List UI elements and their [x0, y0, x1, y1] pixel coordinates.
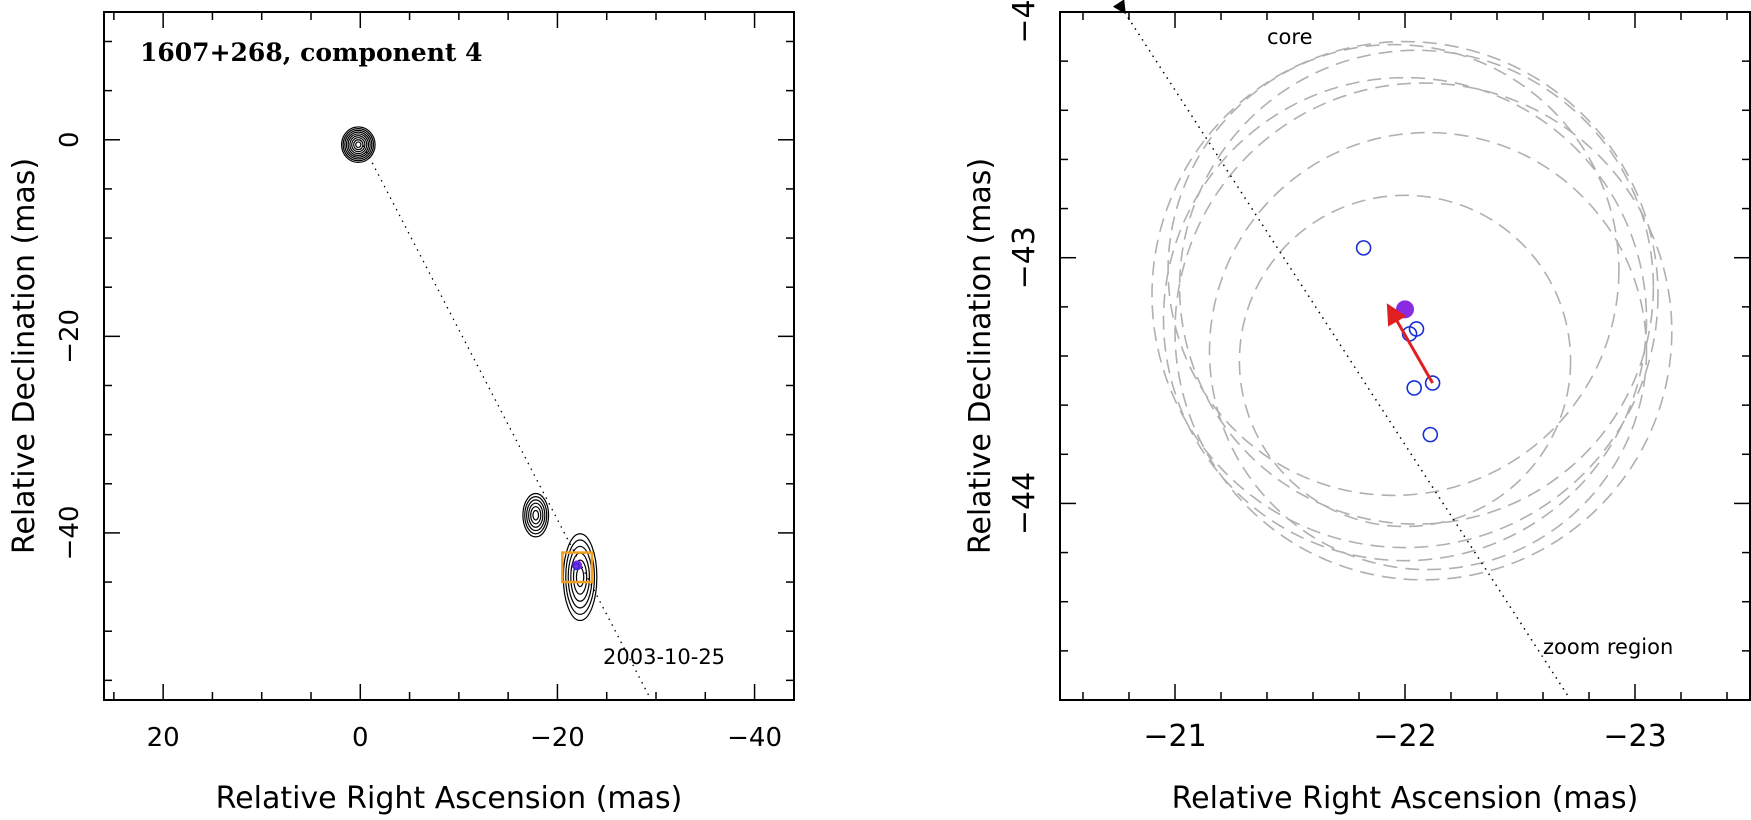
- contour-core: [349, 135, 368, 155]
- left-x-tick-label: 0: [352, 723, 369, 753]
- right-y-tick-label: −43: [1007, 226, 1042, 289]
- right-x-axis-label: Relative Right Ascension (mas): [1172, 781, 1639, 816]
- beam-circle: [1174, 82, 1673, 581]
- left-plot-title: 1607+268, component 4: [140, 38, 483, 67]
- contour-core: [345, 131, 371, 158]
- beam-circle: [1162, 76, 1648, 562]
- right-x-tick-label: −22: [1373, 719, 1436, 754]
- left-x-tick-label: −20: [530, 723, 585, 753]
- contour-north-lobe: [524, 496, 548, 535]
- left-component-open-mark: [572, 562, 580, 570]
- contour-core: [347, 133, 370, 157]
- contour-component-4: [572, 559, 588, 595]
- left-component-mark: [572, 560, 583, 571]
- contour-component-4: [565, 539, 596, 615]
- contour-north-lobe: [532, 509, 540, 521]
- beam-circle: [1238, 194, 1572, 528]
- contour-north-lobe: [528, 502, 544, 528]
- contour-core: [344, 129, 373, 160]
- right-x-tick-label: −21: [1143, 719, 1206, 754]
- beam-circle: [1208, 131, 1648, 571]
- right-y-tick-label: −42: [1007, 0, 1042, 44]
- core-annotation: core: [1267, 25, 1313, 49]
- left-trajectory-line: [359, 139, 652, 700]
- position-point: [1355, 240, 1372, 256]
- zoom-region-annotation: zoom region: [1543, 635, 1673, 659]
- left-x-axis-label: Relative Right Ascension (mas): [216, 781, 683, 816]
- left-x-tick-label: −40: [727, 723, 782, 753]
- contour-core: [340, 126, 376, 164]
- beam-circle: [1178, 49, 1655, 525]
- left-contours: [340, 126, 598, 622]
- left-x-tick-label: 20: [147, 723, 180, 753]
- right-y-axis-label: Relative Declination (mas): [963, 158, 998, 554]
- right-panel: −21 −22 −23 −42 −43 −44 core zoom region Rela…: [963, 0, 1751, 816]
- left-y-tick-label: −20: [55, 309, 85, 364]
- contour-north-lobe: [526, 499, 546, 532]
- epoch-label: 2003-10-25: [603, 645, 725, 669]
- contour-core: [351, 137, 366, 153]
- position-point: [1422, 426, 1439, 443]
- right-position-points: [1355, 240, 1441, 443]
- contour-core: [342, 128, 375, 162]
- zoom-region-box: [561, 551, 594, 584]
- mean-position-point: [1396, 300, 1414, 319]
- position-point: [1408, 321, 1425, 337]
- contour-core: [353, 139, 364, 151]
- beam-circles: [1151, 40, 1673, 581]
- contour-component-4: [575, 567, 585, 588]
- left-axis-ticks: 20 0 −20 −40 0 −20 −40: [55, 12, 794, 753]
- right-x-tick-label: −23: [1603, 719, 1666, 754]
- contour-component-4: [567, 545, 593, 609]
- beam-circle: [1151, 40, 1659, 549]
- left-y-tick-label: 0: [55, 131, 85, 148]
- motion-vector-arrow: [1386, 303, 1434, 384]
- right-trajectory-line: [1112, 0, 1572, 701]
- left-y-axis-label: Relative Declination (mas): [7, 158, 42, 554]
- beam-circle: [1167, 43, 1620, 497]
- left-plot-frame: [103, 11, 795, 701]
- left-y-tick-label: −40: [55, 505, 85, 560]
- left-component-marks: [572, 560, 583, 571]
- contour-core: [355, 141, 362, 149]
- right-y-tick-label: −44: [1007, 472, 1042, 535]
- contour-north-lobe: [530, 506, 542, 525]
- position-point: [1424, 375, 1441, 391]
- right-axis-ticks: −21 −22 −23 −42 −43 −44: [1007, 0, 1750, 754]
- position-point: [1406, 380, 1422, 396]
- left-panel: 20 0 −20 −40 0 −20 −40 1607+268, component 4 2…: [7, 11, 795, 816]
- contour-north-lobe: [522, 492, 550, 538]
